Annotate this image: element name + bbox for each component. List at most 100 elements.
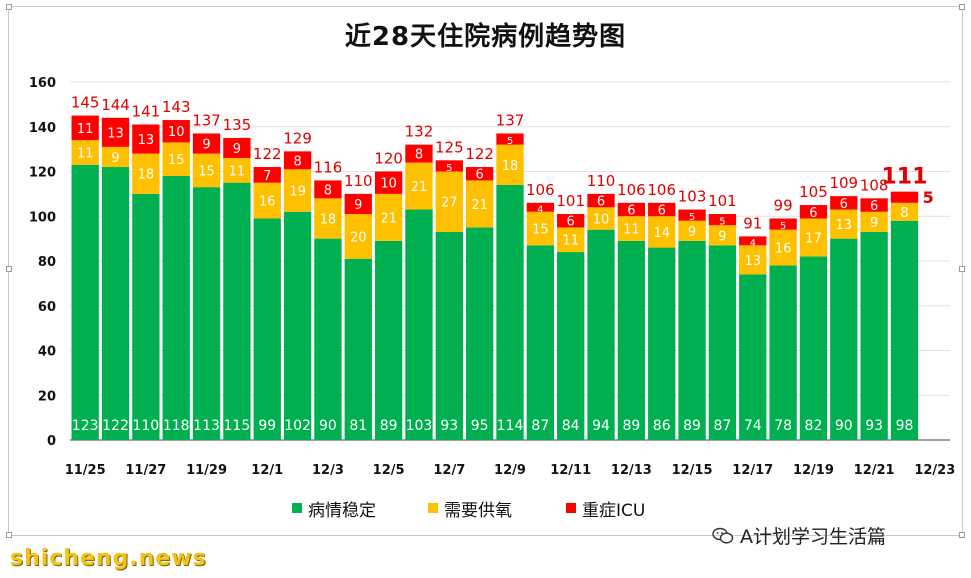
resize-handle-bottom-right[interactable] <box>959 532 965 538</box>
bar-segment <box>283 169 312 212</box>
bar-segment <box>496 184 524 440</box>
y-tick-label: 80 <box>38 255 56 270</box>
bar-data-label: 9 <box>233 142 241 157</box>
bar-segment <box>344 193 372 215</box>
bar-data-label: 16 <box>775 242 792 257</box>
bar-data-label: 9 <box>688 225 696 240</box>
legend-swatch-icu <box>566 503 576 513</box>
bar-total-label: 125 <box>435 138 464 156</box>
bar-segment <box>890 191 919 203</box>
bar-segment <box>344 214 372 259</box>
bar-data-label: 6 <box>627 204 635 219</box>
bar-total-label: 145 <box>71 94 100 112</box>
bar-data-label: 13 <box>836 218 853 233</box>
bar-data-label: 82 <box>805 418 823 434</box>
bar-data-label: 8 <box>324 183 332 198</box>
bar-data-label: 114 <box>497 418 524 434</box>
x-tick-label: 12/17 <box>732 463 773 478</box>
bar-data-label: 9 <box>718 229 726 244</box>
bar-data-label: 21 <box>471 198 488 213</box>
legend-swatch-stable <box>292 503 302 513</box>
bar-data-label: 6 <box>658 204 666 219</box>
bar-data-label: 5 <box>719 217 725 228</box>
bar-data-label: 13 <box>744 254 761 269</box>
bar-total-label: 101 <box>556 192 585 210</box>
bar-data-label: 78 <box>774 418 792 434</box>
wechat-icon <box>712 527 734 545</box>
bar-data-label: 6 <box>476 168 484 183</box>
resize-handle-top-right[interactable] <box>959 4 965 10</box>
bar-segment <box>223 137 251 159</box>
bar-segment <box>769 265 797 440</box>
wechat-watermark: A计划学习生活篇 <box>712 522 886 549</box>
bar-segment <box>314 238 342 440</box>
bar-segment <box>496 144 524 185</box>
x-tick-label: 11/25 <box>65 463 106 478</box>
bar-data-label: 9 <box>202 138 210 153</box>
bar-total-label: 106 <box>617 181 646 199</box>
bar-segment <box>466 227 494 440</box>
bar-data-label: 94 <box>592 418 610 434</box>
bar-data-label: 122 <box>102 418 129 434</box>
bar-data-label: 19 <box>289 185 306 200</box>
bar-segment <box>799 205 828 219</box>
bar-segment <box>587 193 615 208</box>
bar-total-label: 108 <box>860 176 889 194</box>
bar-data-label: 6 <box>597 195 605 210</box>
bar-segment <box>162 120 190 143</box>
x-tick-label: 12/5 <box>373 463 405 478</box>
bar-segment <box>344 258 372 440</box>
bar-total-label: 120 <box>374 150 403 168</box>
y-tick-label: 160 <box>29 76 56 91</box>
bar-data-label: 15 <box>532 223 549 238</box>
bar-segment <box>162 142 190 176</box>
resize-handle-right[interactable] <box>959 266 965 272</box>
bar-segment <box>830 209 858 239</box>
bar-segment <box>860 211 888 232</box>
bar-segment <box>253 167 281 183</box>
x-tick-label: 12/19 <box>793 463 834 478</box>
bar-data-label: 86 <box>653 418 671 434</box>
bar-data-label: 15 <box>168 153 185 168</box>
bar-data-label: 18 <box>502 159 519 174</box>
bar-segment <box>101 167 130 440</box>
bar-data-label: 6 <box>870 199 878 214</box>
resize-handle-bottom-left[interactable] <box>6 532 12 538</box>
bar-segment <box>678 220 706 241</box>
bar-total-label: 143 <box>162 98 191 116</box>
x-tick-label: 12/11 <box>550 463 591 478</box>
bar-segment <box>648 202 676 217</box>
bar-total-label: 110 <box>344 172 373 190</box>
bar-segment <box>526 245 554 440</box>
bar-data-label: 11 <box>77 122 94 137</box>
x-tick-label: 12/13 <box>611 463 652 478</box>
bar-data-label: 11 <box>623 223 640 238</box>
bar-segment <box>557 252 585 440</box>
bar-data-label: 89 <box>622 418 640 434</box>
legend-swatch-oxygen <box>428 503 438 513</box>
y-tick-label: 40 <box>38 345 56 360</box>
bar-segment <box>132 153 160 194</box>
bar-segment <box>435 160 463 172</box>
bar-segment <box>405 144 433 163</box>
bar-data-label: 84 <box>562 418 580 434</box>
resize-handle-left[interactable] <box>6 266 12 272</box>
bar-data-label: 20 <box>350 230 367 245</box>
bar-data-label: 103 <box>406 418 433 434</box>
bar-segment <box>830 196 858 210</box>
resize-handle-top-left[interactable] <box>6 4 12 10</box>
bar-data-label: 10 <box>593 212 610 227</box>
bar-data-label: 118 <box>163 418 190 434</box>
bar-data-label: 6 <box>840 197 848 212</box>
bar-total-label: 137 <box>192 111 221 129</box>
bar-total-label: 111 <box>882 165 928 190</box>
bar-data-label: 102 <box>284 418 311 434</box>
bar-data-label: 11 <box>562 234 579 249</box>
bar-data-label: 74 <box>744 418 762 434</box>
bar-data-label: 21 <box>411 180 428 195</box>
bar-segment <box>860 198 888 212</box>
bar-data-label: 4 <box>537 204 543 215</box>
bar-data-label: 81 <box>349 418 367 434</box>
bar-segment <box>860 231 888 440</box>
